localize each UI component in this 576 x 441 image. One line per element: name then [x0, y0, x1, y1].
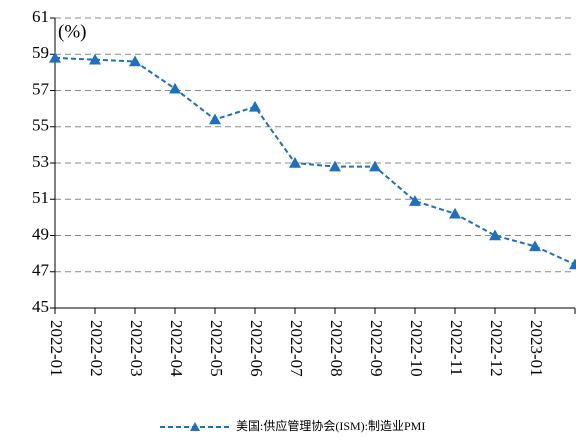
- x-tick-label: 2022-08: [327, 320, 346, 377]
- unit-annotation: (%): [58, 21, 86, 42]
- x-tick-label: 2022-04: [167, 320, 186, 377]
- marker: [369, 160, 381, 172]
- marker: [129, 55, 141, 67]
- marker: [489, 229, 501, 241]
- y-tick-label: 53: [32, 152, 49, 171]
- x-tick-label: 2022-12: [487, 320, 506, 377]
- y-tick-label: 59: [32, 43, 49, 62]
- y-tick-label: 61: [32, 7, 49, 26]
- marker: [449, 207, 461, 219]
- marker: [89, 53, 101, 65]
- marker: [49, 51, 61, 63]
- line: [54, 56, 576, 266]
- y-tick-label: 49: [32, 224, 49, 243]
- legend-label: 美国:供应管理协会(ISM):制造业PMI: [236, 418, 425, 433]
- y-tick-label: 51: [32, 188, 49, 207]
- marker: [249, 100, 261, 112]
- marker: [289, 157, 301, 168]
- y-tick-label: 45: [32, 297, 49, 316]
- x-tick-label: 2022-11: [447, 320, 466, 376]
- x-tick-label: 2022-01: [47, 320, 66, 377]
- marker: [169, 82, 181, 94]
- x-tick-label: 2022-05: [207, 320, 226, 377]
- x-tick-label: 2022-07: [287, 320, 306, 377]
- x-tick-label: 2022-03: [127, 320, 146, 377]
- marker: [329, 160, 341, 172]
- x-tick-label: 2022-06: [247, 320, 266, 377]
- y-tick-label: 57: [32, 79, 50, 98]
- x-tick-label: 2023-01: [527, 320, 546, 377]
- x-tick-label: 2022-02: [87, 320, 106, 377]
- marker: [529, 240, 541, 252]
- marker: [209, 113, 221, 125]
- marker: [569, 258, 576, 270]
- x-tick-label: 2022-09: [367, 320, 386, 377]
- y-tick-label: 55: [32, 116, 49, 135]
- legend-marker: [190, 422, 200, 431]
- x-tick-label: 2022-10: [407, 320, 426, 377]
- y-tick-label: 47: [32, 261, 50, 280]
- marker: [409, 195, 421, 206]
